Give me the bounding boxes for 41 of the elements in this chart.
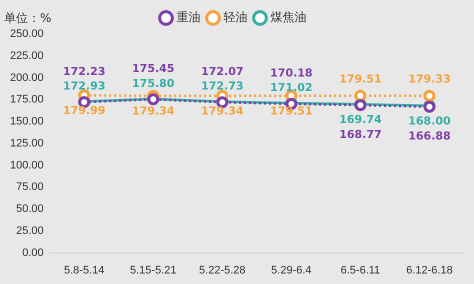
- data-label: 179.51: [270, 104, 313, 118]
- y-tick-label: 0.00: [22, 246, 44, 259]
- legend-label: 轻油: [224, 10, 248, 24]
- data-label: 175.45: [132, 62, 174, 76]
- data-label: 169.74: [339, 113, 382, 126]
- data-label: 168.00: [408, 114, 452, 128]
- y-tick-label: 175.00: [10, 94, 44, 106]
- y-tick-label: 50.00: [16, 203, 44, 216]
- data-label: 172.93: [62, 79, 106, 92]
- x-tick-label: 5.8-5.14: [64, 264, 104, 276]
- data-label: 170.18: [270, 66, 313, 80]
- y-tick-label: 225.00: [10, 50, 44, 62]
- y-tick-label: 250.00: [10, 28, 44, 40]
- data-label: 171.02: [270, 80, 313, 94]
- data-label: 179.34: [132, 104, 175, 118]
- data-label: 172.73: [201, 79, 244, 92]
- y-tick-label: 125.00: [10, 137, 44, 150]
- y-tick-label: 75.00: [16, 181, 44, 194]
- x-tick-label: 5.22-5.28: [199, 264, 246, 276]
- data-label: 172.23: [62, 64, 106, 78]
- legend-label: 重油: [176, 10, 200, 24]
- x-tick-label: 5.15-5.21: [130, 264, 176, 276]
- data-label: 166.88: [408, 130, 451, 143]
- x-tick-label: 5.29-6.4: [271, 264, 312, 276]
- data-label: 168.77: [339, 128, 382, 141]
- data-label: 179.33: [408, 72, 451, 86]
- point: [354, 90, 366, 102]
- x-tick-label: 6.12-6.18: [406, 264, 453, 276]
- x-tick-label: 6.5-6.11: [340, 264, 380, 276]
- legend-label: 煤焦油: [270, 10, 306, 24]
- data-label: 179.99: [62, 104, 106, 118]
- y-tick-label: 200.00: [10, 72, 44, 84]
- y-tick-label: 150.00: [10, 116, 44, 128]
- data-label: 172.07: [201, 65, 244, 78]
- y-axis-title: 单位：%: [4, 10, 52, 27]
- y-tick-label: 100.00: [10, 159, 44, 172]
- data-label: 179.51: [339, 72, 382, 86]
- data-label: 179.34: [201, 104, 244, 118]
- data-label: 175.80: [132, 76, 175, 90]
- y-tick-label: 25.00: [16, 224, 44, 237]
- point: [423, 90, 436, 102]
